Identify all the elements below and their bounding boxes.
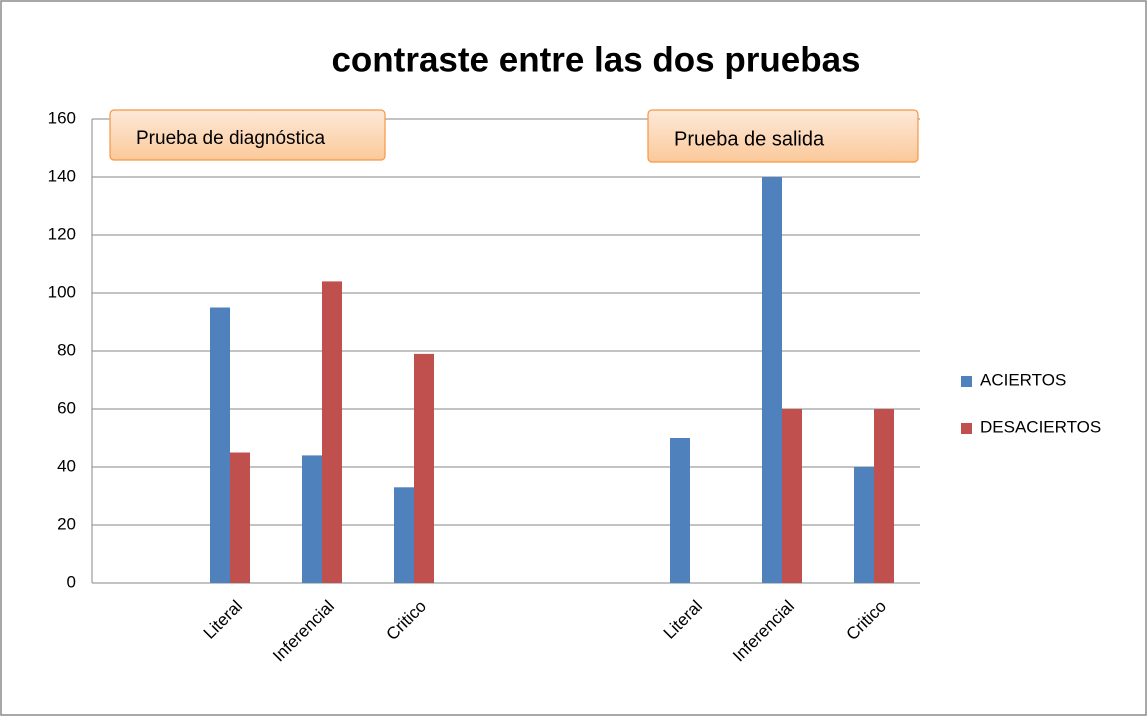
y-tick-label: 40 [57,456,76,475]
bar [322,281,342,583]
bar [394,487,414,583]
annotation-box [647,109,919,163]
annotation-text: Prueba de diagnóstica [136,128,326,149]
legend-label: DESACIERTOS [980,417,1101,436]
bar [230,452,250,583]
y-tick-label: 120 [48,224,76,243]
y-tick-label: 60 [57,398,76,417]
y-tick-label: 140 [48,166,76,185]
legend-swatch [961,423,972,434]
legend-label: ACIERTOS [980,370,1066,389]
y-tick-label: 160 [48,108,76,127]
bar [414,353,434,583]
bar [874,409,894,583]
bar [762,177,782,583]
annotation-box [109,109,386,161]
bar [854,467,874,583]
y-tick-label: 20 [57,514,76,533]
y-tick-label: 100 [48,282,76,301]
legend-swatch [961,376,972,387]
y-tick-label: 80 [57,340,76,359]
bar [302,455,322,583]
y-tick-label: 0 [67,572,76,591]
bar [782,409,802,583]
bar [210,307,230,583]
bar [670,438,690,583]
annotation-text: Prueba de salida [674,128,825,150]
chart-title: contraste entre las dos pruebas [331,40,860,79]
